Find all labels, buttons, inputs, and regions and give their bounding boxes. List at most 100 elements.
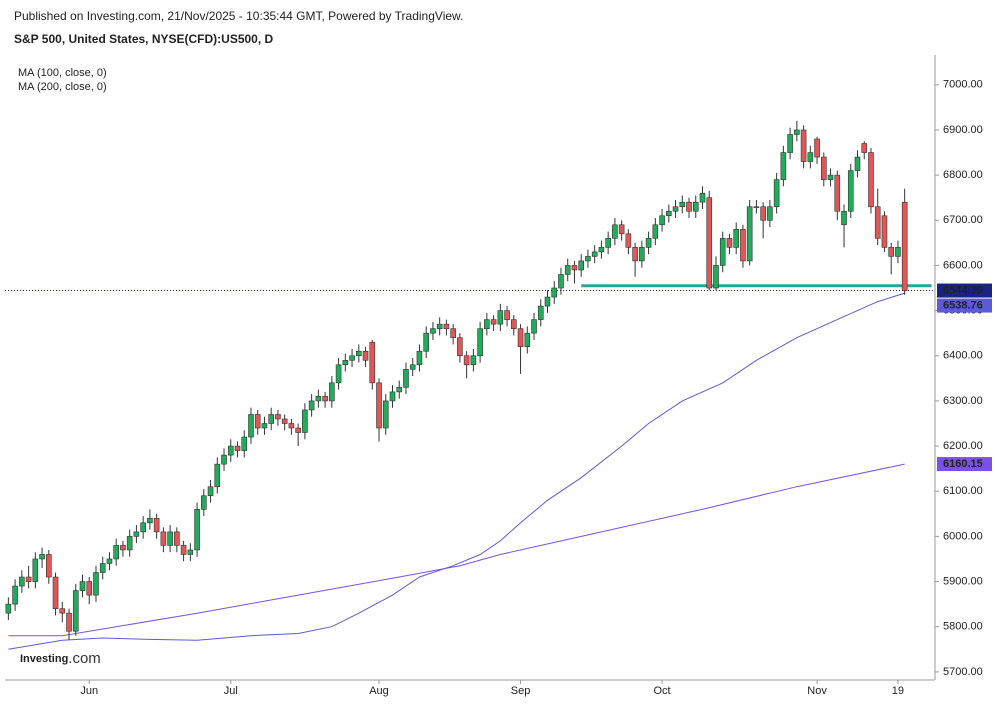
candle-body	[524, 332, 531, 348]
candle-body	[93, 572, 99, 596]
candle-body	[652, 224, 659, 239]
candle-body	[106, 558, 113, 564]
x-tick-label: Jun	[80, 685, 98, 697]
candle-body	[537, 305, 544, 320]
y-tick-label: 6200.00	[943, 440, 983, 452]
candle-body	[686, 201, 692, 212]
candle-body	[625, 233, 632, 248]
candle-body	[295, 427, 301, 433]
candle-body	[133, 531, 140, 537]
candle-body	[517, 328, 524, 348]
candle-body	[457, 337, 463, 357]
candle-body	[477, 328, 483, 357]
x-tick-label: 19	[892, 685, 904, 697]
candle-body	[612, 224, 618, 239]
candle-body	[443, 323, 450, 329]
price-tag-label: 6538.76	[943, 299, 983, 311]
candle-body	[423, 332, 429, 352]
y-tick-label: 6400.00	[943, 350, 983, 362]
candle-body	[639, 247, 645, 262]
candle-body	[335, 364, 342, 384]
candle-body	[349, 355, 355, 361]
candle-body	[598, 247, 605, 253]
candle-body	[167, 531, 173, 546]
candle-body	[120, 545, 126, 551]
candle-body	[659, 215, 665, 226]
candle-body	[248, 414, 254, 438]
candle-body	[874, 206, 881, 239]
y-tick-label: 6800.00	[943, 169, 983, 181]
candle-body	[416, 350, 423, 366]
candle-body	[800, 129, 807, 162]
candle-body	[369, 341, 376, 384]
candle-body	[180, 545, 187, 555]
candle-body	[834, 174, 841, 212]
candle-body	[733, 229, 739, 248]
candle-body	[153, 518, 160, 533]
candle-body	[389, 391, 396, 402]
candle-body	[564, 265, 571, 275]
candle-body	[888, 247, 894, 257]
candle-body	[679, 201, 686, 208]
y-tick-label: 5800.00	[943, 621, 983, 633]
y-tick-label: 6900.00	[943, 124, 983, 136]
candle-body	[490, 319, 497, 325]
candle-body	[254, 414, 261, 429]
candle-body	[376, 382, 382, 429]
candle-body	[356, 350, 362, 357]
candle-body	[12, 585, 18, 605]
candle-body	[692, 201, 699, 212]
candle-body	[463, 355, 470, 366]
candle-body	[160, 531, 167, 546]
published-note: Published on Investing.com, 21/Nov/2025 …	[14, 9, 463, 23]
candle-body	[261, 423, 268, 429]
candle-body	[861, 143, 868, 153]
candle-body	[699, 192, 706, 203]
candle-body	[234, 445, 241, 451]
candle-body	[329, 382, 335, 402]
candle-body	[497, 310, 504, 325]
candle-body	[430, 328, 436, 334]
candle-body	[706, 197, 713, 289]
price-tag	[937, 283, 992, 298]
candle-body	[32, 558, 39, 582]
candle-body	[544, 296, 551, 307]
candle-body	[901, 201, 908, 291]
candle-body	[558, 274, 564, 289]
candle-body	[868, 152, 874, 208]
price-tag-label: 6160.15	[943, 458, 983, 470]
y-tick-label: 5900.00	[943, 575, 983, 587]
legend-entry: MA (100, close, 0)	[18, 67, 107, 79]
candle-body	[5, 603, 12, 614]
candle-body	[767, 206, 773, 221]
candle-body	[72, 590, 79, 632]
candle-body	[672, 206, 679, 212]
candle-body	[66, 612, 72, 632]
y-tick-label: 6000.00	[943, 530, 983, 542]
candle-body	[814, 138, 820, 158]
candle-body	[719, 238, 726, 266]
candle-body	[288, 423, 295, 429]
candle-body	[322, 396, 328, 402]
candle-body	[19, 576, 25, 587]
candle-body	[25, 576, 32, 582]
candle-body	[221, 454, 227, 465]
candle-body	[504, 310, 510, 320]
candle-body	[52, 576, 59, 609]
candle-body	[396, 387, 403, 393]
ma-line	[8, 463, 905, 637]
candle-body	[585, 256, 591, 262]
candle-body	[436, 323, 443, 329]
candle-body	[126, 536, 133, 551]
candle-body	[726, 238, 733, 248]
candle-body	[773, 179, 780, 208]
x-tick-label: Nov	[807, 685, 827, 697]
candle-body	[342, 359, 349, 366]
candle-body	[174, 531, 180, 546]
candle-body	[571, 265, 578, 271]
candle-body	[39, 554, 45, 560]
candle-body	[79, 581, 86, 591]
candle-body	[86, 581, 93, 596]
